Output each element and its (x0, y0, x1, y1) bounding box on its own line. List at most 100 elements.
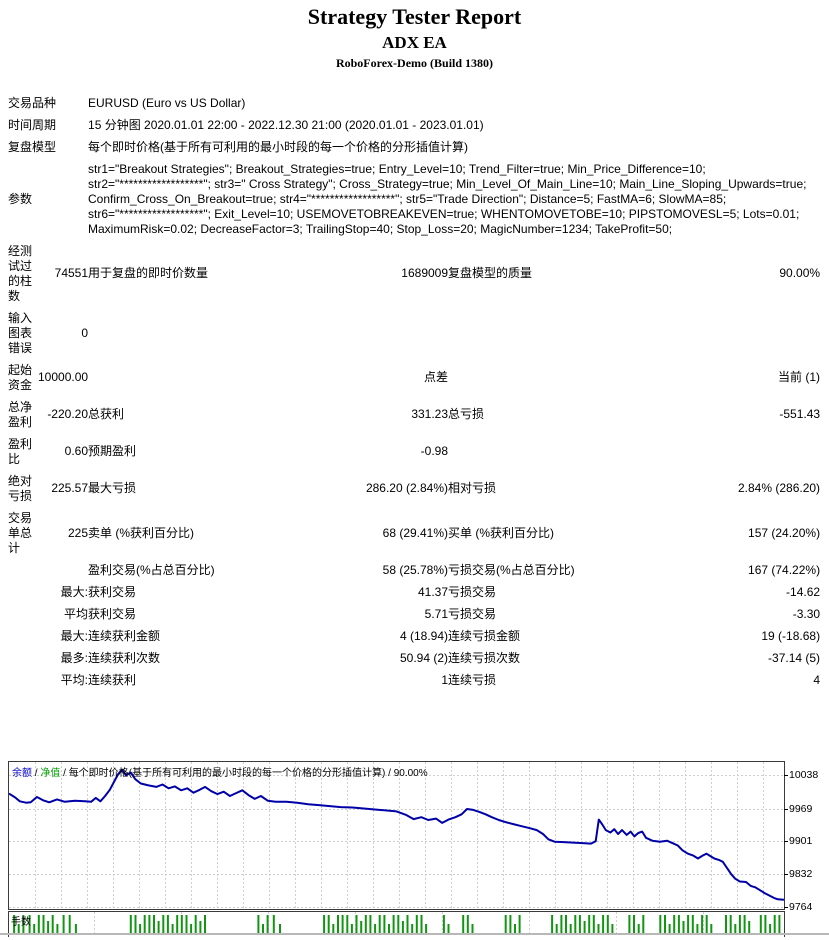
lots-baseline (0, 933, 829, 935)
table-value: 68 (29.41%) (382, 525, 449, 540)
lots-bar (710, 924, 713, 933)
lots-bar (555, 924, 558, 933)
table-label: 盈利交易(%占总百分比) (88, 562, 215, 577)
table-label: 连续亏损金额 (448, 628, 521, 643)
table-row: 总净盈利 -220.20 总获利 331.23 总亏损 -551.43 (8, 396, 820, 433)
table-label: 获利交易 (88, 584, 137, 599)
lots-bar (383, 915, 386, 933)
table-label: 时间周期 (8, 117, 57, 132)
table-value: -551.43 (779, 407, 821, 421)
lots-bar (682, 921, 685, 933)
report-title: Strategy Tester Report (307, 4, 522, 29)
table-label: 买单 (%获利百分比) (448, 525, 555, 540)
lots-bar (673, 915, 676, 933)
legend-item: 余额 (12, 768, 32, 779)
table-label (8, 669, 38, 691)
table-value: 331.23 (411, 407, 449, 421)
lots-bar (677, 915, 680, 933)
table-row: 参数 str1="Breakout Strategies"; Breakout_S… (8, 158, 820, 240)
lots-bar (148, 915, 151, 933)
table-value: 225 (67, 525, 89, 540)
table-value: 286.20 (2.84%) (365, 481, 449, 495)
lots-bar (51, 915, 54, 933)
legend-separator: / (385, 768, 394, 779)
table-label: EURUSD (Euro vs US Dollar) (88, 95, 246, 110)
y-axis-label: 9901 (789, 835, 813, 848)
lots-bar (369, 915, 372, 933)
table-label: 连续获利次数 (88, 650, 161, 665)
lots-bar (355, 915, 358, 933)
y-axis-tick (784, 874, 788, 876)
lots-bar (725, 915, 727, 933)
lots-bar (415, 915, 418, 933)
lots-bar (153, 915, 155, 933)
lots-bar (738, 915, 741, 933)
lots-bar (346, 915, 349, 933)
lots-bar (262, 924, 264, 933)
lots-bar (462, 915, 465, 933)
lots-bar (337, 915, 339, 933)
table-value: -220.20 (47, 407, 89, 421)
charts-section: 余额 / 净值 / 每个即时价格(基于所有可利用的最小时段的每一个价格的分形插值… (0, 761, 829, 937)
balance-chart-canvas (8, 762, 785, 909)
lots-bar (518, 915, 521, 933)
table-label: 获利交易 (88, 606, 137, 621)
table-label: 最大亏损 (88, 481, 137, 495)
table-value: 0.60 (64, 444, 89, 458)
lots-chart-label: 手数 (11, 917, 31, 928)
table-label: 预期盈利 (88, 444, 137, 458)
chart-legend: 余额 / 净值 / 每个即时价格(基于所有可利用的最小时段的每一个价格的分形插值… (12, 764, 428, 779)
lots-bar (447, 924, 450, 933)
table-value: 平均 (64, 606, 89, 621)
table-value: 4 (813, 672, 821, 687)
lots-bar (611, 924, 614, 933)
table-row: 最多: 连续获利次数 50.94 (2) 连续亏损次数 -37.14 (5) (8, 647, 820, 669)
lots-bar (574, 915, 577, 933)
legend-item: 净值 (40, 768, 61, 779)
table-label: 复盘模型 (8, 139, 57, 154)
y-axis-label: 9832 (789, 868, 813, 881)
table-value: 平均: (60, 672, 89, 687)
table-value: 225.57 (51, 481, 89, 495)
results-table-body: 交易品种 EURUSD (Euro vs US Dollar) 时间周期 15 分钟图… (8, 92, 820, 691)
table-label: 总净盈利 (8, 399, 33, 429)
lots-bar (157, 921, 160, 933)
table-row: 复盘模型 每个即时价格(基于所有可利用的最小时段的每一个价格的分形插值计算) (8, 136, 820, 158)
table-value (674, 433, 820, 470)
table-row: 输入图表错误 0 (8, 307, 820, 359)
lots-bar (56, 924, 59, 933)
lots-bar (28, 915, 31, 933)
lots-bar (748, 921, 751, 933)
lots-bar (420, 915, 423, 933)
lots-bar (592, 915, 595, 933)
lots-bar (560, 915, 563, 933)
lots-bar (602, 915, 605, 933)
y-axis-tick (784, 808, 788, 810)
lots-bar (204, 915, 206, 933)
table-value: 最大: (60, 584, 89, 599)
lots-bar (257, 915, 260, 933)
lots-bar (401, 921, 404, 933)
lots-bar (442, 915, 445, 933)
lots-bar (551, 915, 554, 933)
lots-bar (734, 924, 737, 933)
table-label: 参数 (8, 191, 33, 206)
table-row: 平均 获利交易 5.71 亏损交易 -3.30 (8, 603, 820, 625)
lots-bar (180, 915, 183, 933)
table-value: 58 (25.78%) (382, 562, 449, 577)
y-axis-label: 10038 (789, 769, 819, 782)
lots-bar (185, 915, 188, 933)
table-label: 亏损交易(%占总百分比) (448, 562, 575, 577)
lots-bar (134, 915, 137, 933)
table-row: 最大: 连续获利金额 4 (18.94) 连续亏损金额 19 (-18.68) (8, 625, 820, 647)
y-axis-tick (784, 841, 788, 843)
table-value: 2.84% (286.20) (738, 481, 821, 495)
lots-bar (696, 924, 699, 933)
table-label (448, 307, 674, 359)
table-value (38, 559, 88, 581)
table-value: 167 (74.22%) (748, 562, 821, 577)
table-value: 10000.00 (38, 370, 89, 384)
table-label: 起始资金 (8, 362, 33, 392)
server-build: RoboForex-Demo (Build 1380) (335, 56, 494, 70)
table-label: 连续获利金额 (88, 628, 161, 643)
